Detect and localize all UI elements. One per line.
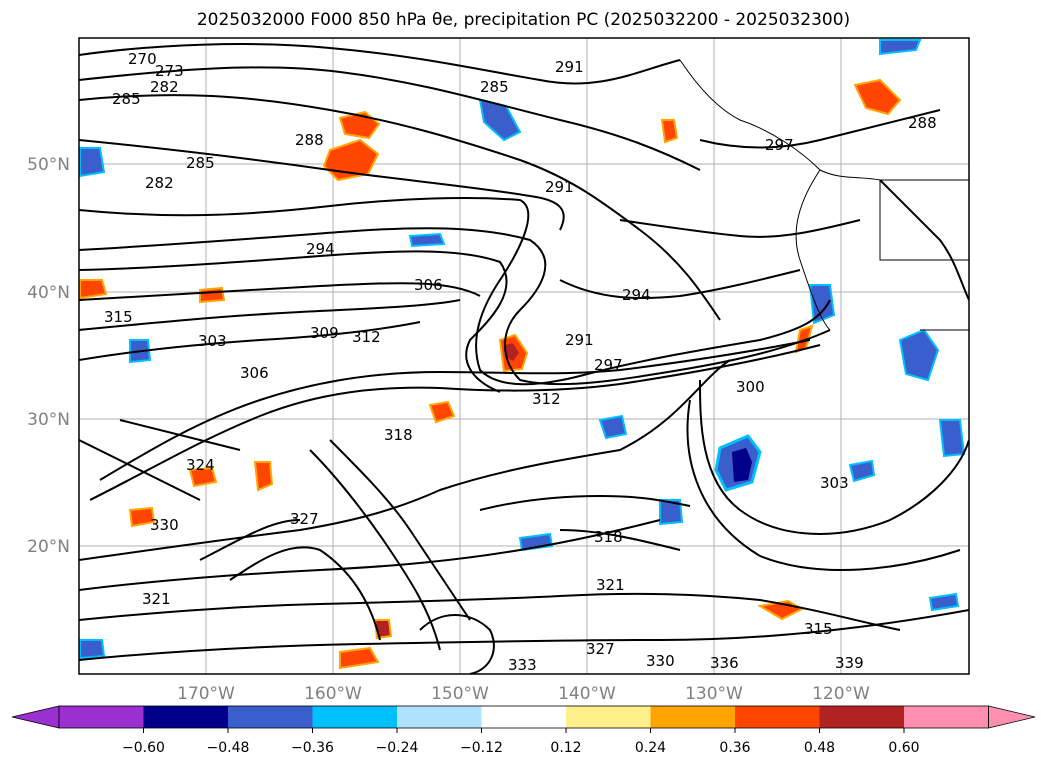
colorbar-extend-low [11, 705, 60, 729]
thin-contours [679, 59, 969, 331]
contour-label: 330 [646, 652, 675, 670]
contour-label: 312 [352, 328, 381, 346]
latitude-labels: 50°N 40°N 30°N 20°N [27, 155, 70, 557]
contour-label: 303 [198, 332, 227, 350]
colorbar-tick-label: 0.36 [719, 740, 750, 756]
contour-label: 282 [150, 78, 179, 96]
contour-label: 318 [384, 426, 413, 444]
chart-title: 2025032000 F000 850 hPa θe, precipitatio… [196, 10, 851, 30]
lon-label-130w: 130°W [685, 684, 743, 704]
contour-label: 285 [112, 90, 141, 108]
colorbar-segment [143, 706, 228, 728]
colorbar-segment [59, 706, 144, 728]
lon-label-160w: 160°W [304, 684, 362, 704]
lat-label-30n: 30°N [27, 410, 70, 430]
contour-label: 315 [804, 620, 833, 638]
colorbar-tick-label: −0.48 [207, 740, 250, 756]
contour-label: 285 [186, 154, 215, 172]
lon-label-150w: 150°W [431, 684, 489, 704]
lat-label-40n: 40°N [27, 283, 70, 303]
colorbar-segment [228, 706, 313, 728]
contour-label: 303 [820, 474, 849, 492]
contour-label: 321 [596, 576, 625, 594]
contour-label: 291 [555, 58, 584, 76]
contour-label: 288 [295, 131, 324, 149]
longitude-labels: 170°W 160°W 150°W 140°W 130°W 120°W [177, 684, 870, 704]
colorbar-segment [904, 706, 989, 728]
contour-label: 315 [104, 308, 133, 326]
contour-label: 318 [594, 528, 623, 546]
colorbar-tick-label: −0.24 [376, 740, 419, 756]
contour-label: 324 [186, 456, 215, 474]
colorbar-tick-label: −0.60 [122, 740, 165, 756]
colorbar-tick-label: 0.24 [635, 740, 666, 756]
contour-label: 288 [908, 114, 937, 132]
contour-label: 291 [545, 178, 574, 196]
colorbar-segment [312, 706, 397, 728]
colorbar-segment [566, 706, 651, 728]
contour-label: 270 [128, 50, 157, 68]
lon-label-140w: 140°W [558, 684, 616, 704]
contour-label: 327 [290, 510, 319, 528]
colorbar-segment [397, 706, 482, 728]
contour-label: 297 [765, 136, 794, 154]
contour-label: 333 [508, 656, 537, 674]
contour-label: 330 [150, 516, 179, 534]
contour-label: 327 [586, 640, 615, 658]
contour-labels: 270 273 285 282 285 282 288 288 285 291 … [104, 50, 937, 674]
contour-label: 282 [145, 174, 174, 192]
contour-label: 294 [306, 240, 335, 258]
colorbar-extend-high [988, 705, 1036, 729]
colorbar-frame [58, 705, 989, 729]
contour-label: 297 [594, 356, 623, 374]
colorbar-tick-label: 0.60 [888, 740, 919, 756]
colorbar-segment [819, 706, 904, 728]
contour-label: 294 [622, 286, 651, 304]
colorbar-tick-label: 0.12 [550, 740, 581, 756]
colorbar-segment [650, 706, 735, 728]
lat-label-50n: 50°N [27, 155, 70, 175]
colorbar-tick-label: 0.48 [804, 740, 835, 756]
contour-label: 339 [835, 654, 864, 672]
contour-label: 285 [480, 78, 509, 96]
lon-label-120w: 120°W [812, 684, 870, 704]
contour-label: 336 [710, 654, 739, 672]
contour-label: 306 [240, 364, 269, 382]
contour-label: 291 [565, 331, 594, 349]
colorbar-tick-label: −0.36 [291, 740, 334, 756]
colorbar-tick-label: −0.12 [460, 740, 503, 756]
contour-label: 312 [532, 390, 561, 408]
colorbar-segment [481, 706, 566, 728]
contour-label: 309 [310, 324, 339, 342]
theta-e-contours [79, 43, 969, 674]
lat-label-20n: 20°N [27, 537, 70, 557]
contour-label: 273 [155, 62, 184, 80]
contour-label: 306 [414, 276, 443, 294]
colorbar-ticks: −0.60 −0.48 −0.36 −0.24 −0.12 0.12 0.24 … [122, 728, 920, 756]
colorbar [11, 705, 1036, 729]
contour-label: 321 [142, 590, 171, 608]
contour-label: 300 [736, 378, 765, 396]
lon-label-170w: 170°W [177, 684, 235, 704]
colorbar-segment [735, 706, 820, 728]
map-frame [78, 37, 970, 675]
